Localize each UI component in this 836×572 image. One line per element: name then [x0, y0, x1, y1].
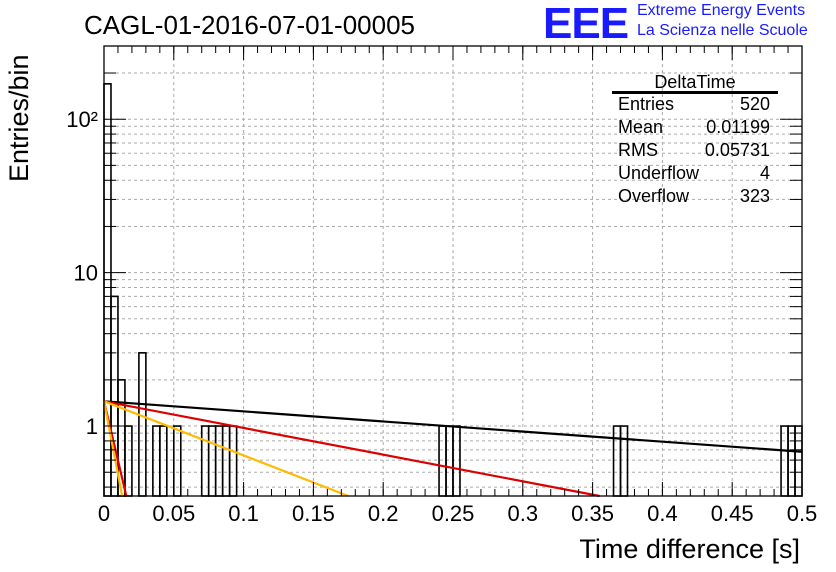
- histogram-bar: [173, 425, 182, 497]
- histogram-bar: [794, 425, 803, 497]
- x-tick-label: 0: [98, 501, 110, 526]
- x-tick-label: 0.25: [432, 501, 475, 526]
- x-tick-label: 0.35: [571, 501, 614, 526]
- histogram-bar: [780, 425, 789, 497]
- y-tick-label: 1: [86, 414, 98, 439]
- histogram-bar: [207, 425, 217, 497]
- stat-label: Underflow: [618, 163, 700, 183]
- histogram-bar: [452, 425, 461, 497]
- x-axis-label: Time difference [s]: [579, 534, 800, 564]
- y-tick-label: 10: [74, 261, 98, 286]
- stat-label: Entries: [618, 94, 675, 114]
- histogram-bar: [438, 425, 447, 497]
- histogram-bar: [445, 425, 454, 497]
- stat-label: RMS: [618, 140, 658, 160]
- x-tick-label: 0.45: [711, 501, 754, 526]
- x-tick-label: 0.1: [228, 501, 259, 526]
- histogram-bar: [228, 425, 238, 497]
- stats-title-underline: [612, 91, 778, 94]
- fit-curve: [102, 401, 124, 497]
- eee-logo-line1: Extreme Energy Events: [637, 2, 806, 19]
- fit-curve: [103, 400, 803, 453]
- histogram-bar: [214, 425, 224, 497]
- fit-curve: [103, 400, 600, 498]
- stat-value: 0.01199: [706, 117, 770, 137]
- x-tick-label: 0.5: [787, 501, 818, 526]
- chart-title: CAGL-01-2016-07-01-00005: [84, 10, 415, 40]
- y-axis-label: Entries/bin: [4, 54, 34, 182]
- x-tick-label: 0.4: [647, 501, 678, 526]
- eee-logo: EEE: [543, 0, 629, 48]
- stat-value: 0.05731: [704, 140, 770, 160]
- stat-label: Mean: [618, 117, 664, 137]
- stat-value: 4: [759, 163, 770, 183]
- stat-label: Overflow: [618, 186, 690, 206]
- x-tick-label: 0.05: [152, 501, 195, 526]
- x-tick-label: 0.15: [292, 501, 335, 526]
- histogram-bar: [221, 425, 231, 497]
- histogram-bar: [612, 425, 622, 497]
- histogram-bar: [138, 352, 147, 497]
- eee-logo-line2: La Scienza nelle Scuole: [637, 22, 808, 39]
- histogram-bar: [787, 425, 796, 497]
- y-tick-label: 10²: [66, 107, 98, 132]
- histogram-bar: [152, 425, 161, 497]
- fit-curve: [103, 400, 349, 498]
- histogram-bar: [619, 425, 629, 497]
- histogram-bar: [124, 425, 133, 497]
- histogram-bar: [200, 425, 210, 497]
- histogram-bar: [159, 425, 168, 497]
- stat-value: 520: [739, 94, 770, 114]
- x-tick-label: 0.2: [368, 501, 399, 526]
- x-tick-label: 0.3: [508, 501, 539, 526]
- stats-title: DeltaTime: [654, 72, 736, 92]
- stat-value: 323: [739, 186, 770, 206]
